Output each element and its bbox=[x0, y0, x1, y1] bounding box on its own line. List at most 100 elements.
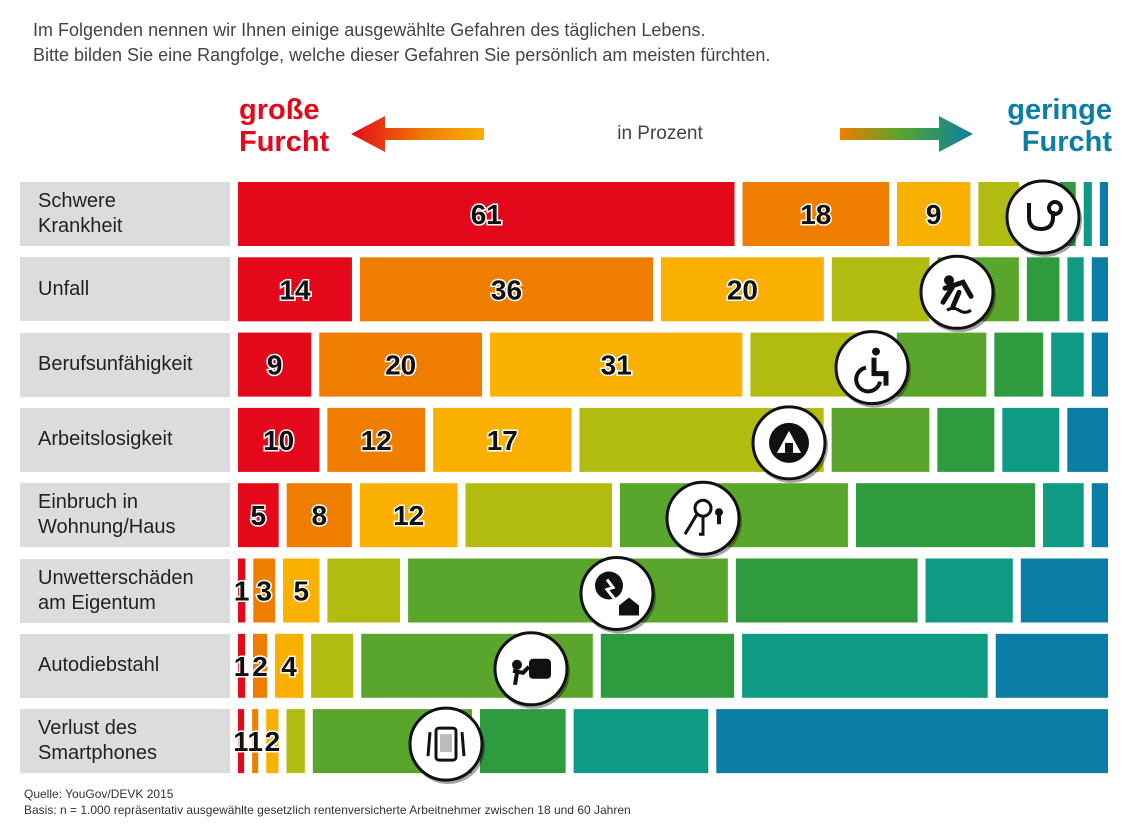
icon-screen bbox=[440, 734, 452, 753]
row-label: Unfall bbox=[20, 257, 230, 322]
data-label: 3 bbox=[256, 576, 272, 607]
intro-line-1: Im Folgenden nennen wir Ihnen einige aus… bbox=[33, 20, 706, 40]
row-label: Autodiebstahl bbox=[20, 633, 230, 698]
bar-segment bbox=[716, 709, 1108, 774]
bar-segment bbox=[661, 257, 824, 322]
intro-line-2: Bitte bilden Sie eine Rangfolge, welche … bbox=[33, 45, 771, 65]
bar-segment bbox=[573, 709, 709, 774]
data-label: 2 bbox=[265, 726, 281, 757]
bar-segment bbox=[1067, 407, 1108, 472]
icon-cloud bbox=[595, 571, 623, 600]
data-label: 10 bbox=[263, 425, 294, 456]
icon-head bbox=[872, 347, 880, 356]
bar-segment bbox=[1020, 558, 1108, 623]
bar-segment bbox=[925, 558, 1013, 623]
source-line-2: Basis: n = 1.000 repräsentativ ausgewähl… bbox=[24, 803, 631, 817]
bar-segment bbox=[490, 332, 743, 397]
bar-segment bbox=[266, 709, 279, 774]
icon-phone bbox=[434, 726, 458, 762]
row-label-line: Smartphones bbox=[38, 742, 157, 765]
bar-segment bbox=[937, 407, 995, 472]
row-label: Berufsunfähigkeit bbox=[20, 332, 230, 397]
data-label: 9 bbox=[926, 199, 942, 230]
bar-segment bbox=[238, 558, 246, 623]
bar-segment bbox=[831, 257, 930, 322]
icon-pick bbox=[683, 513, 705, 536]
icon-cut bbox=[785, 442, 793, 453]
row-label-line: Berufsunfähigkeit bbox=[38, 353, 193, 376]
bar-segment bbox=[327, 407, 426, 472]
bar-segment bbox=[465, 483, 613, 548]
wheelchair-icon bbox=[834, 330, 911, 408]
employment-agency-icon bbox=[751, 405, 828, 483]
data-label: 1 bbox=[233, 726, 249, 757]
bar-segment bbox=[1002, 407, 1060, 472]
icon-head bbox=[944, 275, 954, 286]
bar-segment bbox=[831, 407, 930, 472]
source-line-1: Quelle: YouGov/DEVK 2015 bbox=[24, 787, 174, 801]
data-label: 12 bbox=[393, 500, 424, 531]
icon-house bbox=[619, 597, 639, 616]
bar-segment bbox=[1091, 257, 1108, 322]
data-label: 1 bbox=[234, 651, 250, 682]
bar-segment bbox=[742, 182, 890, 246]
bar-segment bbox=[283, 558, 320, 623]
row-label-line: Arbeitslosigkeit bbox=[38, 428, 173, 451]
source-note: Quelle: YouGov/DEVK 2015 Basis: n = 1.00… bbox=[24, 786, 631, 818]
row-label-line: Unwetterschäden bbox=[38, 566, 194, 589]
data-label: 12 bbox=[361, 425, 392, 456]
icon-wheel bbox=[854, 365, 882, 394]
icon-dot bbox=[1047, 200, 1063, 216]
unit-label: in Prozent bbox=[617, 123, 703, 144]
bar-segment bbox=[238, 709, 245, 774]
bar-segment bbox=[1043, 483, 1084, 548]
row-label-line: Schwere bbox=[38, 190, 116, 212]
data-label: 31 bbox=[601, 350, 632, 381]
icon-hands bbox=[426, 731, 466, 757]
bar-segment bbox=[238, 407, 320, 472]
bar-segment bbox=[408, 558, 728, 623]
bar-segment bbox=[735, 558, 918, 623]
data-label: 1 bbox=[234, 576, 250, 607]
storm-house-icon bbox=[579, 556, 656, 634]
bar-segment bbox=[600, 633, 735, 698]
bar-segment bbox=[995, 633, 1108, 698]
arrow-right-icon bbox=[840, 116, 973, 152]
icon-floor bbox=[946, 306, 972, 314]
bar-segment bbox=[275, 633, 304, 698]
data-label: 8 bbox=[311, 500, 327, 531]
bar-segment bbox=[253, 558, 276, 623]
icon-body bbox=[940, 279, 974, 309]
row-label-line: Autodiebstahl bbox=[38, 654, 160, 677]
row-label: Unwetterschäden am Eigentum bbox=[20, 558, 230, 623]
bar-segment bbox=[1091, 332, 1108, 397]
data-label: 14 bbox=[279, 274, 311, 305]
icon-stroke bbox=[1027, 203, 1055, 232]
bar-segment bbox=[1099, 182, 1108, 246]
car-theft-icon bbox=[493, 631, 570, 709]
row-label: Verlust des Smartphones bbox=[20, 709, 230, 774]
legend-high-fear-line-2: Furcht bbox=[239, 126, 330, 158]
burglary-icon bbox=[665, 480, 742, 559]
icon-body bbox=[871, 357, 889, 386]
bar-segment bbox=[1051, 332, 1084, 397]
row-label: Einbruch in Wohnung/Haus bbox=[20, 483, 230, 548]
bar-segment bbox=[896, 332, 987, 397]
smartphone-loss-icon bbox=[408, 706, 485, 785]
legend-low-fear: geringe Furcht bbox=[952, 94, 1112, 158]
bar-segment bbox=[319, 332, 483, 397]
bar-segment bbox=[238, 182, 735, 246]
data-label: 36 bbox=[491, 274, 522, 305]
row-label-line: Unfall bbox=[38, 277, 90, 300]
bar-segment bbox=[238, 633, 246, 698]
data-label: 17 bbox=[487, 425, 518, 456]
intro-text: Im Folgenden nennen wir Ihnen einige aus… bbox=[33, 18, 1123, 68]
legend-low-fear-line-2: Furcht bbox=[1021, 126, 1112, 158]
bar-segment bbox=[433, 407, 572, 472]
row-label-line: Wohnung/Haus bbox=[38, 516, 176, 539]
bar-segment bbox=[252, 709, 259, 774]
bar-segment bbox=[1026, 257, 1060, 322]
data-label: 20 bbox=[727, 274, 758, 305]
bar-segment bbox=[238, 332, 312, 397]
